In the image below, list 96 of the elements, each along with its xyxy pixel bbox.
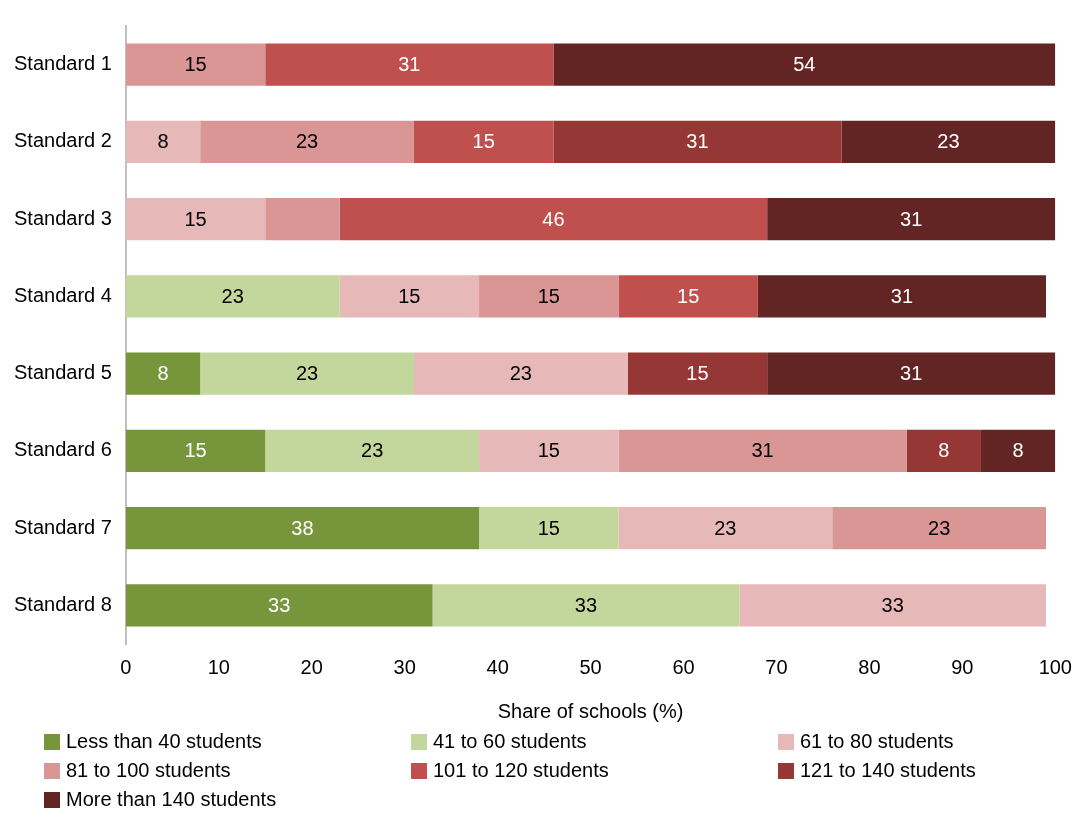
data-label: 8 [157, 362, 169, 385]
bar [553, 43, 1056, 86]
bar [757, 275, 1047, 318]
x-tick-label: 50 [579, 655, 602, 678]
bar [125, 584, 433, 627]
bar [413, 120, 554, 164]
legend-label: 41 to 60 students [433, 730, 587, 753]
bar [200, 120, 414, 164]
data-label: 23 [937, 130, 960, 153]
data-label: 31 [900, 207, 923, 230]
data-label: 33 [268, 593, 291, 616]
bar [125, 120, 201, 164]
x-tick-label: 10 [207, 655, 230, 678]
data-label: 15 [184, 207, 207, 230]
x-tick-label: 100 [1038, 655, 1072, 678]
data-label: 23 [295, 362, 319, 385]
data-label: 31 [890, 284, 914, 307]
bar [125, 197, 266, 241]
bar [767, 352, 1056, 395]
bar [339, 275, 480, 318]
data-label: 31 [751, 439, 774, 462]
bar [618, 429, 907, 473]
y-tick-label: Standard 7 [13, 515, 112, 538]
data-label: 15 [677, 284, 700, 307]
legend-label: Less than 40 students [66, 730, 262, 753]
data-label: 15 [184, 439, 207, 462]
bar [618, 506, 833, 550]
x-tick-label: 0 [120, 655, 132, 678]
data-label: 15 [184, 53, 207, 76]
data-label: 46 [542, 207, 565, 230]
bar [125, 506, 480, 550]
data-label: 23 [714, 516, 737, 539]
bar [980, 429, 1056, 473]
bar [479, 275, 619, 318]
y-tick-label: Standard 8 [13, 592, 112, 615]
y-tick-label: Standard 2 [13, 129, 112, 152]
data-label: 23 [509, 362, 532, 385]
data-label: 33 [881, 593, 904, 616]
bar [841, 120, 1056, 164]
bar [553, 120, 842, 164]
bar [413, 352, 628, 395]
x-tick-label: 70 [765, 655, 788, 678]
data-label: 15 [537, 439, 560, 462]
data-label: 15 [537, 516, 560, 539]
bar [125, 43, 266, 86]
y-tick-label: Standard 1 [13, 52, 112, 75]
data-label: 23 [928, 516, 951, 539]
bar [618, 275, 758, 318]
data-label: 38 [291, 516, 314, 539]
data-label: 8 [1012, 439, 1024, 462]
data-label: 15 [537, 284, 560, 307]
bar [339, 197, 768, 241]
data-label: 15 [686, 362, 709, 385]
bar [265, 197, 340, 241]
legend-label: 61 to 80 students [800, 730, 954, 753]
x-axis-title: Share of schools (%) [497, 699, 684, 722]
bar [832, 506, 1047, 550]
bar [479, 429, 619, 473]
bar [200, 352, 414, 395]
y-tick-label: Standard 3 [13, 206, 112, 229]
bar [265, 43, 554, 86]
bar [479, 506, 619, 550]
legend-label: 121 to 140 students [800, 759, 976, 782]
data-label: 15 [398, 284, 421, 307]
bar [125, 275, 340, 318]
x-tick-label: 90 [951, 655, 974, 678]
legend-label: 101 to 120 students [433, 759, 609, 782]
x-tick-label: 40 [486, 655, 509, 678]
data-label: 31 [900, 362, 923, 385]
bar [125, 429, 266, 473]
bar [906, 429, 981, 473]
bar [265, 429, 480, 473]
x-tick-label: 80 [858, 655, 881, 678]
data-label: 31 [686, 130, 709, 153]
data-label: 8 [938, 439, 950, 462]
y-tick-label: Standard 6 [13, 438, 112, 461]
data-label: 15 [472, 130, 495, 153]
data-label: 23 [221, 284, 244, 307]
bar [627, 352, 768, 395]
bar [767, 197, 1056, 241]
data-label: 31 [398, 53, 421, 76]
bar [125, 352, 201, 395]
y-tick-label: Standard 5 [13, 361, 112, 384]
data-label: 23 [295, 130, 319, 153]
data-label: 8 [157, 130, 169, 153]
bar [432, 584, 740, 627]
x-tick-label: 20 [300, 655, 323, 678]
data-label: 23 [361, 439, 384, 462]
data-label: 54 [793, 53, 816, 76]
bar [739, 584, 1047, 627]
x-tick-label: 60 [672, 655, 695, 678]
data-label: 33 [574, 593, 598, 616]
x-tick-label: 30 [393, 655, 416, 678]
legend-label: 81 to 100 students [66, 759, 231, 782]
legend-label: More than 140 students [66, 788, 277, 811]
y-tick-label: Standard 4 [13, 283, 112, 306]
